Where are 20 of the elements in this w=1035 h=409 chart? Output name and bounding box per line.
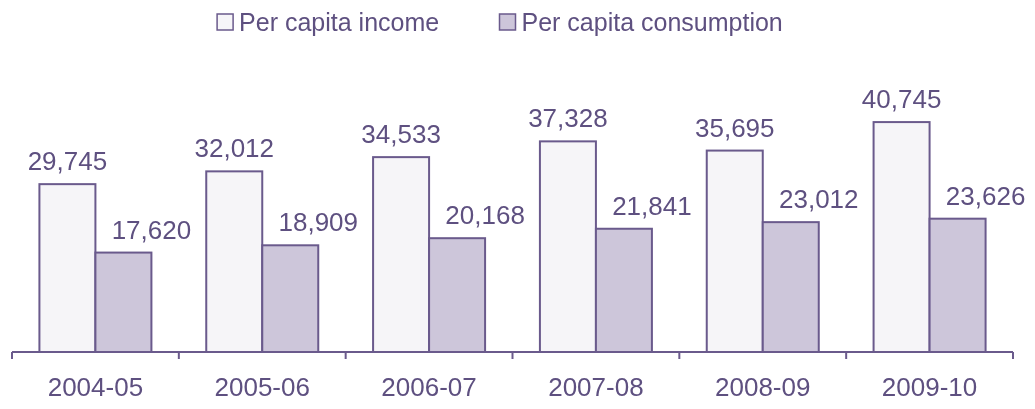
legend-label: Per capita income (239, 8, 440, 36)
x-tick-label: 2007-08 (548, 372, 644, 402)
x-tick-label: 2006-07 (381, 372, 477, 402)
x-tick-label: 2005-06 (214, 372, 310, 402)
legend-label: Per capita consumption (521, 8, 783, 36)
data-label: 21,841 (612, 190, 692, 221)
data-label: 40,745 (861, 84, 942, 115)
x-tick-label: 2004-05 (47, 372, 144, 402)
x-tick-label: 2009-10 (881, 372, 978, 402)
data-label: 37,328 (528, 103, 608, 134)
data-label: 20,168 (445, 200, 525, 231)
data-label: 32,012 (194, 133, 275, 164)
data-label: 35,695 (694, 112, 775, 143)
x-tick-label: 2008-09 (715, 372, 811, 402)
data-label: 17,620 (111, 214, 192, 245)
data-label: 23,626 (945, 180, 1026, 211)
data-label: 29,745 (27, 146, 108, 177)
data-label: 18,909 (278, 207, 359, 238)
data-label: 34,533 (361, 119, 441, 150)
data-label: 23,012 (778, 184, 859, 215)
